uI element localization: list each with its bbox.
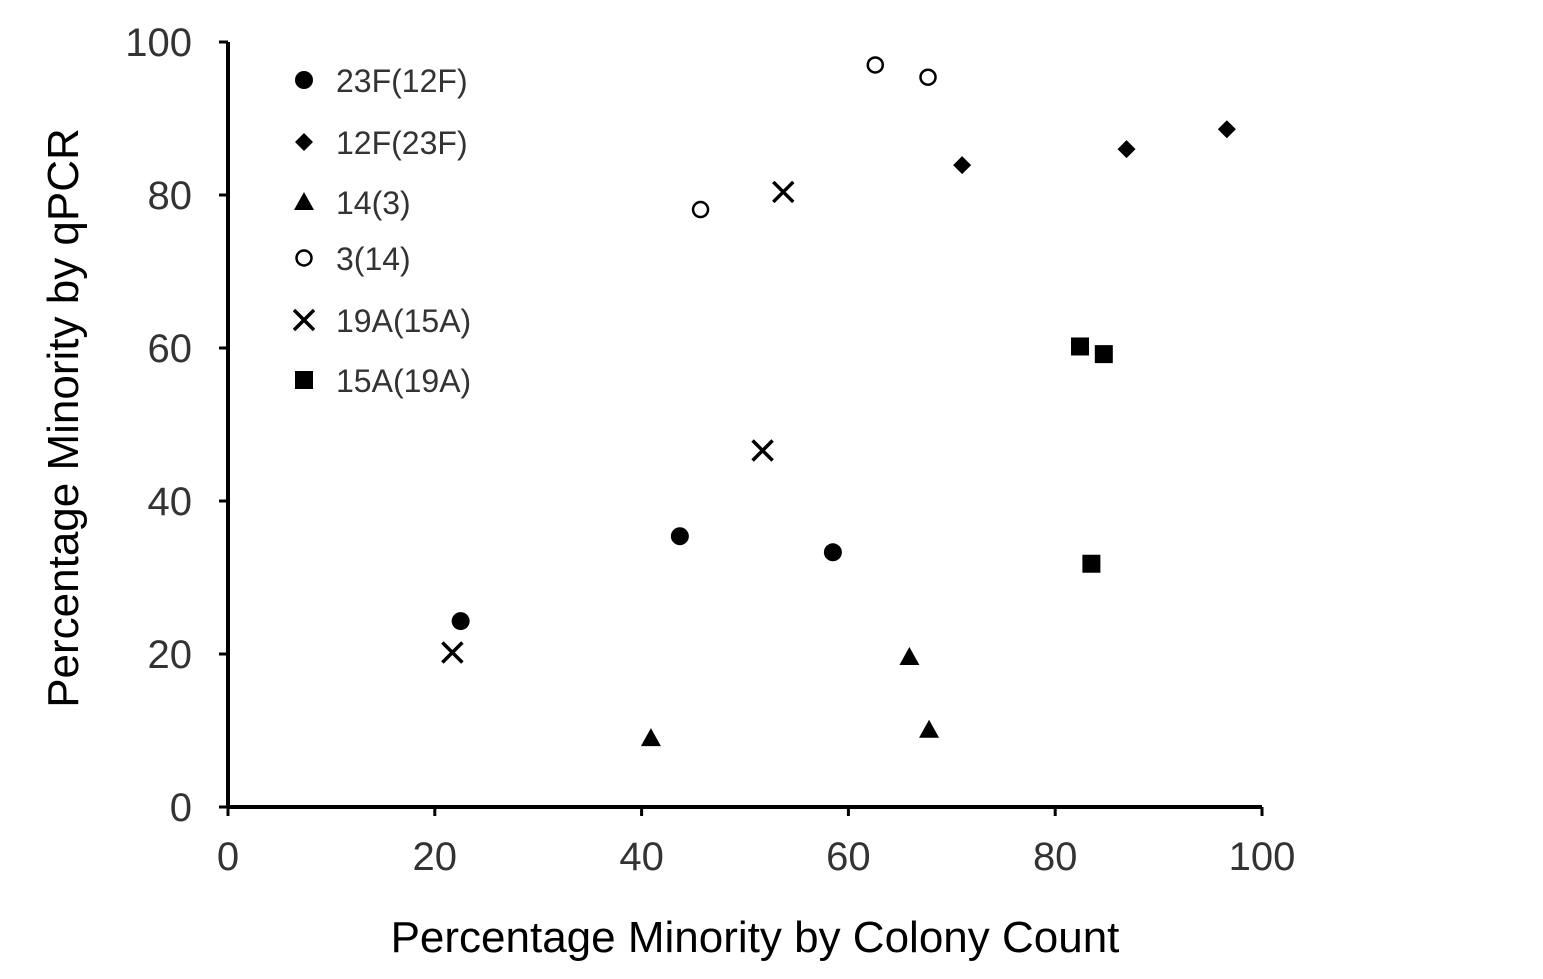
y-tick-label: 20 [148, 633, 193, 677]
legend-label: 15A(19A) [336, 363, 471, 399]
data-point [866, 56, 885, 74]
legend-label: 12F(23F) [336, 125, 468, 161]
legend-marker [294, 192, 314, 210]
legend-marker [295, 249, 313, 267]
data-point [919, 68, 937, 86]
axes [226, 42, 1262, 809]
legend-label: 3(14) [336, 241, 411, 277]
legend-label: 14(3) [336, 185, 411, 221]
data-point [899, 647, 920, 666]
x-tick-label: 60 [826, 835, 871, 879]
data-point [1217, 120, 1236, 139]
x-tick-label: 40 [619, 835, 664, 879]
legend: 23F(12F) 12F(23F) 14(3) 3(14) 19A(15A) 15A(19… [292, 63, 471, 399]
data-point [670, 527, 689, 546]
data-point [691, 200, 710, 219]
data-point [1094, 345, 1113, 364]
legend-marker [292, 308, 316, 332]
data-point [451, 612, 470, 631]
axis-ticks: 0 20 40 60 80 100 0 20 40 60 80 100 [125, 21, 1295, 879]
y-tick-label: 0 [170, 786, 192, 830]
x-tick-label: 100 [1229, 835, 1296, 879]
data-point [751, 439, 774, 462]
y-tick-label: 40 [148, 480, 193, 524]
legend-marker [295, 133, 313, 151]
data-points [441, 56, 1236, 747]
data-point [1071, 337, 1090, 356]
legend-marker [295, 371, 313, 389]
y-tick-label: 100 [125, 21, 192, 65]
data-point [441, 641, 464, 664]
data-point [1082, 554, 1101, 573]
x-tick-label: 0 [217, 835, 239, 879]
x-axis-title: Percentage Minority by Colony Count [391, 913, 1120, 962]
data-point [823, 543, 842, 562]
x-tick-label: 80 [1033, 835, 1078, 879]
x-tick-label: 20 [413, 835, 458, 879]
legend-label: 23F(12F) [336, 63, 468, 99]
data-point [772, 180, 795, 204]
data-point [1117, 140, 1136, 159]
data-point [640, 728, 661, 747]
legend-marker [295, 71, 313, 89]
y-axis-title: Percentage Minority by qPCR [39, 128, 88, 708]
legend-label: 19A(15A) [336, 303, 471, 339]
data-point [953, 156, 972, 175]
y-tick-label: 60 [148, 327, 193, 371]
y-tick-label: 80 [148, 174, 193, 218]
data-point [919, 719, 940, 738]
